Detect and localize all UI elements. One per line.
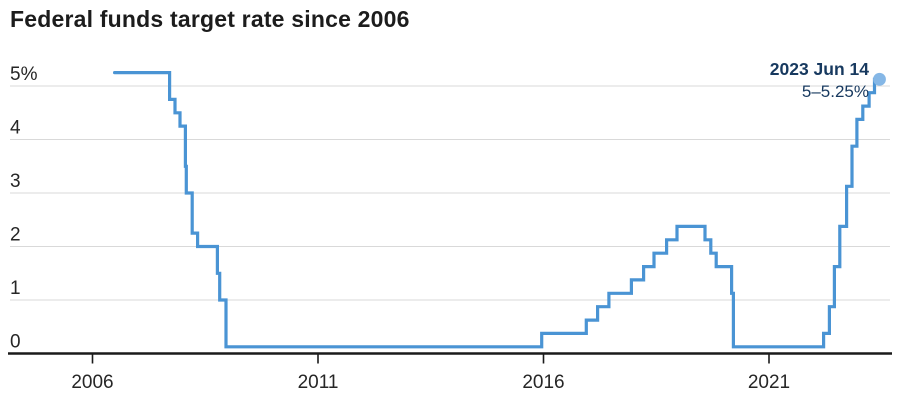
x-tick-label-3: 2021: [748, 372, 790, 393]
y-tick-label-3: 2: [10, 225, 21, 246]
annotation-value: 5–5.25%: [801, 82, 869, 101]
end-annotation: 2023 Jun 14 5–5.25%: [770, 59, 869, 102]
chart-title: Federal funds target rate since 2006: [10, 6, 410, 32]
y-tick-label-0: 5%: [10, 64, 38, 85]
x-tick-label-1: 2011: [298, 372, 339, 393]
y-tick-label-5: 0: [10, 332, 21, 353]
annotation-date: 2023 Jun 14: [769, 59, 869, 79]
x-tick-label-2: 2016: [522, 372, 564, 393]
y-tick-label-4: 1: [10, 278, 21, 299]
rate-step-line: [113, 71, 882, 349]
y-tick-label-2: 3: [10, 171, 21, 192]
end-point-marker: [873, 72, 886, 86]
y-tick-label-1: 4: [10, 118, 21, 139]
x-tick-label-0: 2006: [71, 372, 113, 393]
